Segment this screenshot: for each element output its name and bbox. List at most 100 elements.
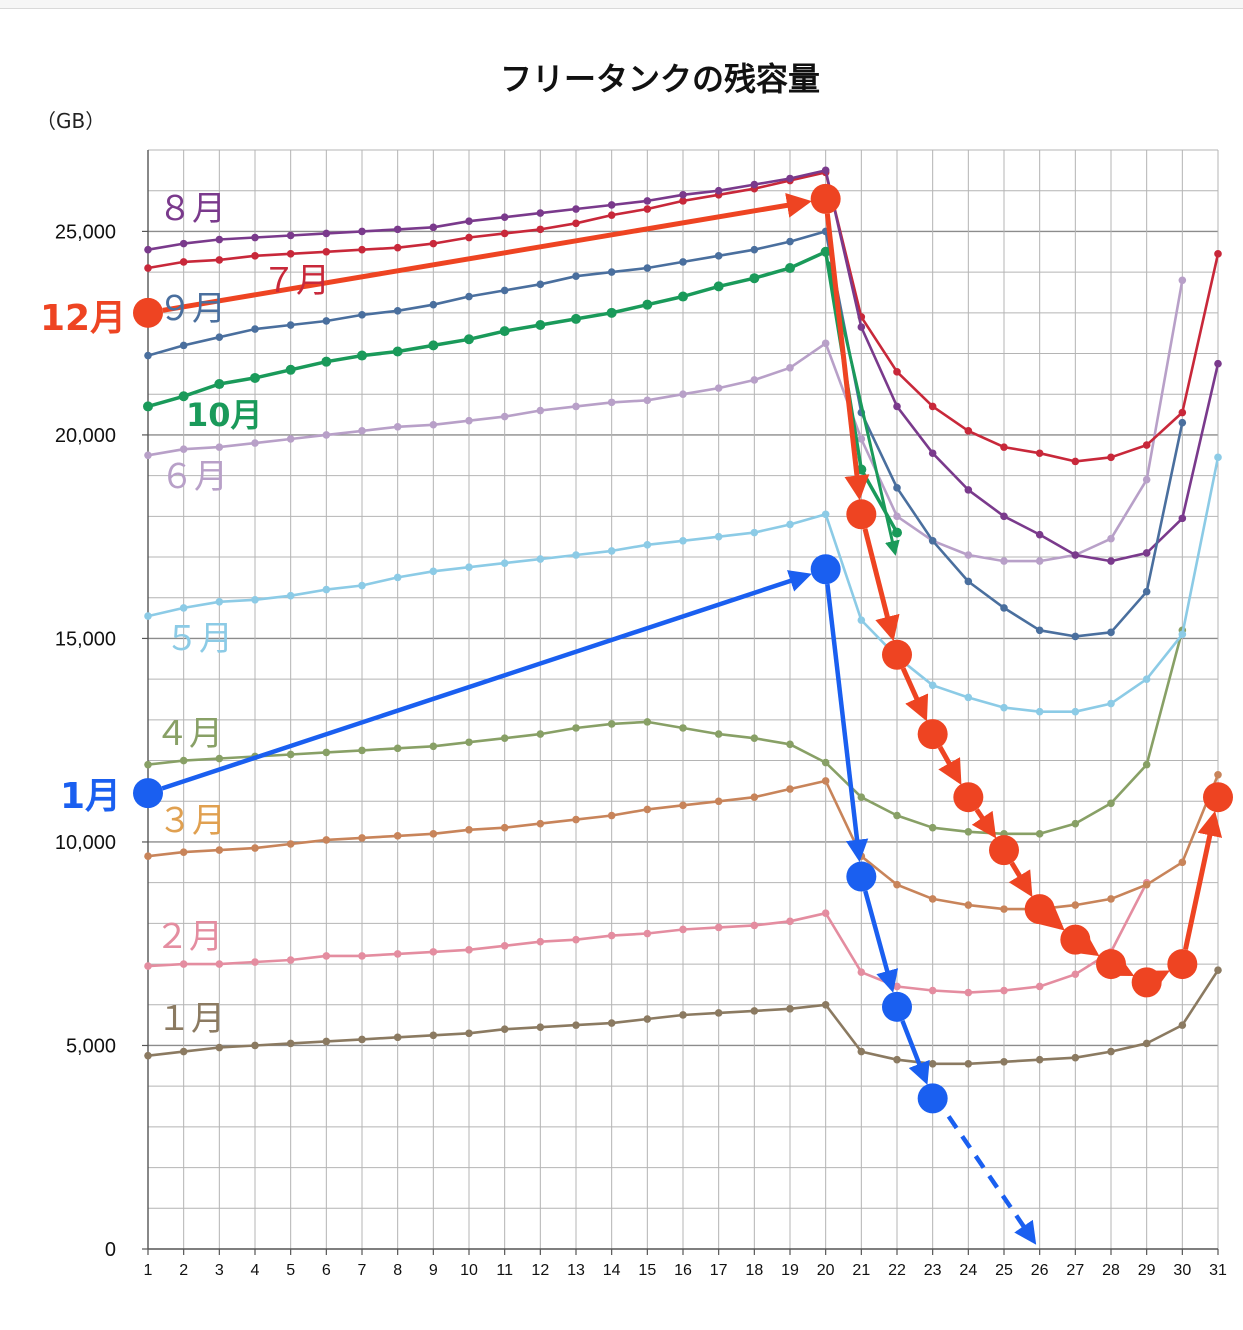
series-point	[1178, 630, 1187, 639]
series-point	[500, 559, 509, 567]
series-point	[1000, 443, 1008, 451]
series-point	[393, 243, 402, 252]
x-tick-label: 14	[603, 1262, 621, 1279]
series-arrow-segment	[824, 213, 870, 501]
x-tick-label: 3	[215, 1262, 224, 1279]
series-point	[322, 1037, 331, 1046]
x-tick-label: 22	[888, 1262, 906, 1279]
series-arrow-segment	[863, 890, 899, 993]
series-point	[1000, 1057, 1008, 1066]
series-point	[1214, 453, 1222, 462]
series-point	[1107, 453, 1115, 462]
series-point	[714, 923, 723, 932]
series-point	[286, 1039, 295, 1048]
series-point	[500, 734, 509, 742]
series-arrow-segment	[1008, 861, 1033, 898]
x-tick-label: 21	[852, 1262, 870, 1279]
series-point	[750, 180, 759, 189]
series-point	[892, 527, 902, 538]
series-point	[179, 756, 188, 765]
series-line	[147, 629, 1184, 836]
series-point	[322, 836, 331, 844]
series-point	[286, 956, 295, 964]
series-point	[786, 1005, 794, 1013]
series-point	[251, 439, 259, 447]
y-axis-unit: （GB）	[36, 109, 105, 133]
series-point	[251, 595, 259, 604]
series-point	[679, 536, 687, 545]
series-point	[215, 443, 224, 451]
series-point	[821, 909, 830, 917]
series-point	[572, 205, 580, 213]
x-tick-label: 5	[286, 1262, 295, 1279]
series-1	[144, 966, 1222, 1068]
series-arrow-segment	[900, 667, 929, 722]
series-line	[147, 230, 1184, 638]
series-point	[1178, 276, 1187, 285]
series-point	[536, 280, 545, 289]
series-point	[606, 307, 617, 318]
series-point	[786, 363, 794, 372]
series-point	[393, 573, 402, 582]
series-point	[179, 341, 188, 350]
series-point	[429, 948, 438, 956]
x-tick-label: 25	[995, 1262, 1013, 1279]
series-point	[786, 917, 794, 926]
series-point	[215, 235, 224, 244]
x-tick-label: 10	[460, 1262, 478, 1279]
series-6	[144, 276, 1187, 565]
series-point	[144, 351, 152, 360]
series-arrow-segment	[161, 570, 812, 791]
series-point	[607, 720, 616, 728]
series-point	[1035, 626, 1044, 635]
series-point	[1107, 699, 1115, 708]
series-point	[928, 895, 937, 903]
x-axis-ticks: 1 2 3 4 5 6 7 8 9 10 11 12 13 14 15 16 17 18 19 20 21 22 23 24 2…	[144, 1249, 1227, 1279]
series-10	[143, 246, 902, 556]
label-march: ３月	[158, 801, 226, 841]
series-point	[429, 300, 438, 309]
series-point	[1035, 982, 1044, 991]
series-point	[643, 541, 652, 549]
series-point	[144, 760, 152, 769]
series-arrow-segment	[1037, 904, 1065, 931]
series-point	[714, 797, 723, 806]
series-point	[286, 591, 295, 600]
series-point	[607, 1019, 616, 1027]
series-arrow-segment	[862, 528, 900, 642]
series-point	[714, 186, 723, 195]
series-point	[679, 258, 687, 266]
series-point	[1107, 799, 1115, 808]
series-point	[821, 166, 830, 175]
series-point	[286, 840, 295, 848]
series-point	[358, 746, 366, 755]
series-arrow-segment	[162, 192, 812, 313]
series-point	[679, 801, 687, 810]
series-point	[251, 233, 259, 242]
series-point	[1142, 675, 1151, 683]
series-point	[179, 445, 188, 453]
series-point	[535, 320, 546, 331]
arrow-layer	[133, 183, 1233, 1245]
series-point	[393, 306, 402, 315]
series-point	[1178, 418, 1187, 427]
series-point	[358, 311, 366, 319]
series-point	[846, 861, 877, 892]
series-arrow-segment	[1183, 810, 1223, 950]
y-tick-label: 25,000	[55, 221, 116, 243]
series-point	[286, 249, 295, 258]
x-tick-label: 8	[393, 1262, 402, 1279]
series-point	[1142, 880, 1151, 889]
series-line	[147, 250, 899, 534]
label-january-next: 1月	[60, 776, 121, 817]
series-point	[821, 758, 830, 767]
series-point	[1142, 1039, 1151, 1048]
series-point	[572, 402, 580, 411]
series-point	[572, 724, 580, 732]
series-point	[286, 231, 295, 240]
series-point	[714, 532, 723, 541]
series-point	[750, 921, 759, 930]
series-point	[1107, 628, 1115, 637]
x-tick-label: 28	[1102, 1262, 1120, 1279]
series-point	[251, 1041, 259, 1050]
